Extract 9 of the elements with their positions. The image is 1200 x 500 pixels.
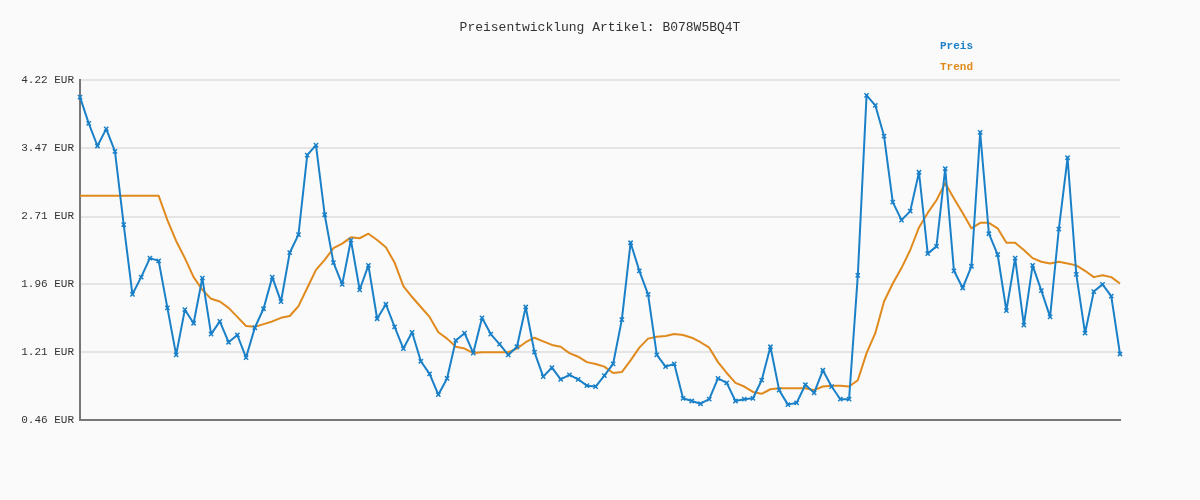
y-tick-label: 2.71 EUR: [21, 210, 75, 223]
y-tick-label: 1.96 EUR: [21, 278, 75, 291]
y-tick-label: 0.46 EUR: [21, 413, 75, 426]
text: Trend: [940, 60, 974, 73]
chart-title: Preisentwicklung Artikel: B078W5BQ4T: [459, 20, 741, 36]
y-tick-label: 3.47 EUR: [21, 141, 75, 154]
y-tick-label: 1.21 EUR: [21, 346, 75, 359]
text: Preis: [940, 39, 974, 52]
y-tick-label: 4.22 EUR: [21, 73, 75, 86]
